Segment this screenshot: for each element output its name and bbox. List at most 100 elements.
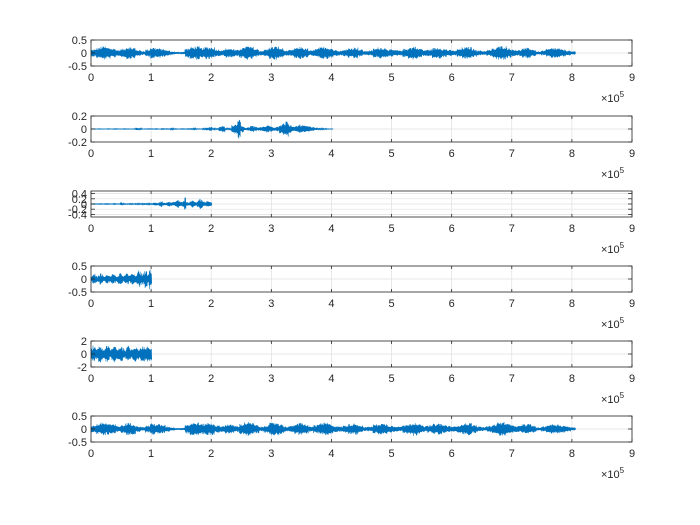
x-tick-label: 1 xyxy=(148,223,154,235)
x-exponent-base: ×10 xyxy=(601,169,620,181)
waveform-series xyxy=(90,345,153,363)
x-tick-label: 1 xyxy=(148,448,154,460)
y-tick-label: 0 xyxy=(81,349,87,361)
x-exponent-power: 5 xyxy=(620,316,625,325)
y-tick-label: 0.4 xyxy=(72,189,87,201)
x-tick-label: 7 xyxy=(509,223,515,235)
x-tick-label: 0 xyxy=(88,223,94,235)
y-tick-label: 0.2 xyxy=(72,111,87,123)
x-exponent-power: 5 xyxy=(620,166,625,175)
x-tick-label: 2 xyxy=(208,373,214,385)
x-tick-label: 4 xyxy=(328,448,334,460)
x-tick-label: 5 xyxy=(388,223,394,235)
x-tick-label: 0 xyxy=(88,373,94,385)
x-tick-label: 5 xyxy=(388,72,394,84)
x-tick-label: 7 xyxy=(509,298,515,310)
x-tick-label: 3 xyxy=(268,448,274,460)
subplot-1: 0 1 2 3 4 5 6 7 8 90.50-0.5×105 xyxy=(68,35,635,105)
x-tick-label: 8 xyxy=(569,72,575,84)
y-tick-label: 0 xyxy=(81,424,87,436)
x-exponent-power: 5 xyxy=(620,391,625,400)
waveform-series xyxy=(90,197,213,210)
x-tick-label: 4 xyxy=(328,298,334,310)
x-tick-label: 0 xyxy=(88,148,94,160)
x-exponent-label: ×105 xyxy=(601,391,625,406)
x-tick-label: 4 xyxy=(328,373,334,385)
x-tick-label: 2 xyxy=(208,223,214,235)
x-tick-label: 0 xyxy=(88,448,94,460)
x-tick-label: 4 xyxy=(328,148,334,160)
x-tick-label: 3 xyxy=(268,72,274,84)
x-exponent-power: 5 xyxy=(620,241,625,250)
x-tick-label: 9 xyxy=(629,148,635,160)
x-tick-label: 7 xyxy=(509,148,515,160)
waveform-series xyxy=(90,119,334,139)
x-exponent-power: 5 xyxy=(620,466,625,475)
x-exponent-label: ×105 xyxy=(601,166,625,181)
x-tick-label: 5 xyxy=(388,373,394,385)
x-tick-label: 6 xyxy=(449,298,455,310)
x-exponent-base: ×10 xyxy=(601,469,620,481)
x-tick-label: 2 xyxy=(208,298,214,310)
subplot-5: 0 1 2 3 4 5 6 7 8 920-2×105 xyxy=(77,336,635,406)
subplot-6: 0 1 2 3 4 5 6 7 8 90.50-0.5×105 xyxy=(68,411,635,481)
x-tick-label: 6 xyxy=(449,72,455,84)
x-exponent-power: 5 xyxy=(620,90,625,99)
x-tick-label: 7 xyxy=(509,72,515,84)
x-tick-label: 9 xyxy=(629,298,635,310)
y-tick-label: 0.5 xyxy=(72,261,87,273)
y-tick-label: -0.2 xyxy=(68,137,87,149)
x-tick-label: 9 xyxy=(629,373,635,385)
x-tick-label: 0 xyxy=(88,298,94,310)
x-tick-label: 9 xyxy=(629,448,635,460)
x-tick-label: 1 xyxy=(148,148,154,160)
x-exponent-label: ×105 xyxy=(601,316,625,331)
x-exponent-label: ×105 xyxy=(601,466,625,481)
x-tick-label: 9 xyxy=(629,72,635,84)
y-tick-label: 2 xyxy=(81,336,87,348)
x-exponent-base: ×10 xyxy=(601,394,620,406)
x-tick-label: 7 xyxy=(509,448,515,460)
x-tick-label: 8 xyxy=(569,373,575,385)
x-tick-label: 6 xyxy=(449,373,455,385)
x-tick-label: 6 xyxy=(449,148,455,160)
x-tick-label: 0 xyxy=(88,72,94,84)
waveform-series xyxy=(90,269,153,290)
x-tick-label: 5 xyxy=(388,298,394,310)
x-tick-label: 4 xyxy=(328,223,334,235)
y-tick-label: 0.5 xyxy=(72,35,87,47)
y-tick-label: -0.2 xyxy=(68,204,87,216)
x-tick-label: 2 xyxy=(208,72,214,84)
x-tick-label: 8 xyxy=(569,148,575,160)
x-tick-label: 3 xyxy=(268,223,274,235)
y-tick-label: 0 xyxy=(81,124,87,136)
x-tick-label: 1 xyxy=(148,298,154,310)
x-tick-label: 8 xyxy=(569,448,575,460)
x-tick-label: 1 xyxy=(148,72,154,84)
y-tick-label: 0 xyxy=(81,199,87,211)
x-exponent-base: ×10 xyxy=(601,93,620,105)
x-tick-label: 3 xyxy=(268,148,274,160)
subplot-2: 0 1 2 3 4 5 6 7 8 90.20-0.2×105 xyxy=(68,111,635,181)
x-tick-label: 5 xyxy=(388,448,394,460)
x-tick-label: 9 xyxy=(629,223,635,235)
y-tick-label: -0.5 xyxy=(68,61,87,73)
x-tick-label: 6 xyxy=(449,223,455,235)
x-exponent-label: ×105 xyxy=(601,241,625,256)
subplot-3: 0 1 2 3 4 5 6 7 8 90.40.20-0.2-0.4×105 xyxy=(68,189,635,256)
x-tick-label: 5 xyxy=(388,148,394,160)
y-tick-label: 0 xyxy=(81,274,87,286)
x-tick-label: 2 xyxy=(208,148,214,160)
x-tick-label: 6 xyxy=(449,448,455,460)
x-tick-label: 3 xyxy=(268,373,274,385)
y-tick-label: -2 xyxy=(77,362,87,374)
x-tick-label: 3 xyxy=(268,298,274,310)
waveform-series xyxy=(90,422,576,436)
y-tick-label: 0.5 xyxy=(72,411,87,423)
x-tick-label: 4 xyxy=(328,72,334,84)
x-tick-label: 7 xyxy=(509,373,515,385)
y-tick-label: -0.4 xyxy=(68,209,87,221)
x-tick-label: 1 xyxy=(148,373,154,385)
x-tick-label: 2 xyxy=(208,448,214,460)
